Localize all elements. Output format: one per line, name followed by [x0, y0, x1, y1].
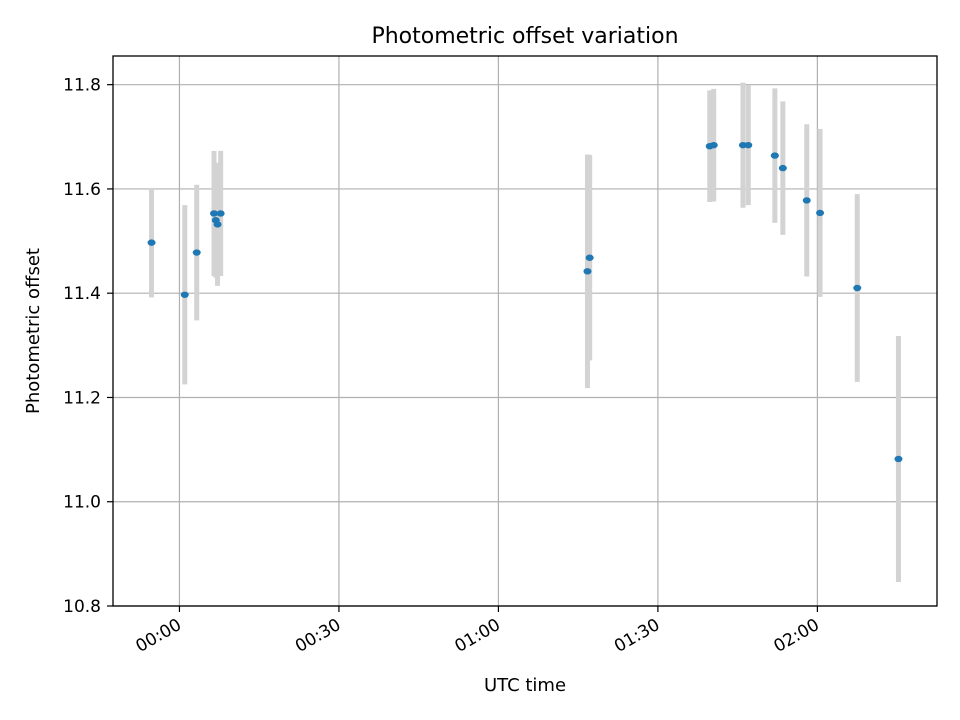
chart-title: Photometric offset variation — [371, 24, 678, 49]
data-point — [180, 291, 189, 298]
data-point — [778, 164, 787, 172]
y-tick-label: 11.2 — [63, 388, 101, 408]
data-point — [744, 141, 753, 149]
data-point — [585, 254, 594, 261]
data-point — [216, 210, 225, 217]
data-point — [816, 209, 825, 217]
y-tick-label: 11.4 — [63, 284, 101, 304]
data-point — [213, 221, 222, 228]
data-point — [770, 152, 779, 159]
y-tick-label: 11.6 — [63, 180, 101, 200]
data-point — [192, 249, 201, 256]
data-point — [583, 268, 592, 275]
data-point — [894, 455, 903, 463]
data-point — [147, 239, 156, 246]
plot-frame — [112, 55, 938, 607]
data-point — [802, 197, 811, 204]
x-axis-label: UTC time — [484, 675, 566, 696]
y-tick-label: 10.8 — [63, 597, 101, 617]
data-point — [853, 284, 862, 292]
y-tick-label: 11.0 — [63, 493, 101, 513]
data-point — [210, 210, 219, 217]
point-layer — [147, 141, 903, 463]
data-point — [709, 141, 718, 149]
y-axis-label: Photometric offset — [23, 248, 44, 414]
y-tick-label: 11.8 — [63, 76, 101, 96]
